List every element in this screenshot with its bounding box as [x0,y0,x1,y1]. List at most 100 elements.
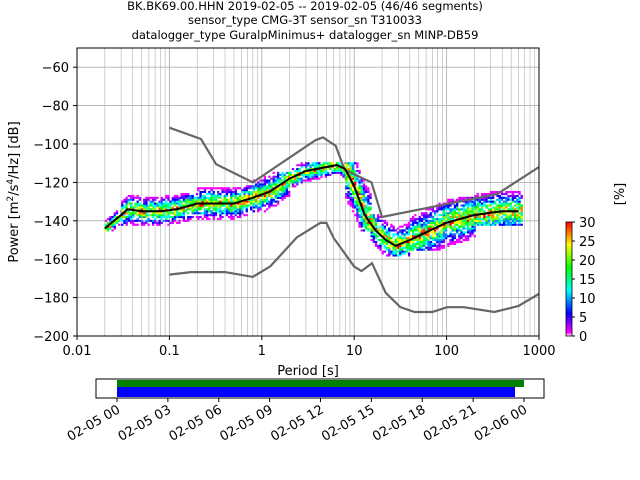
density-cell [203,198,207,201]
density-cell [340,168,343,171]
density-cell [509,206,512,209]
density-cell [324,169,328,172]
density-cell [111,229,114,232]
density-cell [396,254,400,257]
density-cell [318,164,321,167]
density-cell [464,223,468,226]
density-cell [345,177,348,180]
density-cell [494,200,497,203]
density-cell [464,214,468,217]
density-cell [345,166,348,169]
density-cell [134,202,137,205]
density-cell [469,233,472,236]
density-cell [407,233,411,236]
density-cell [388,235,391,238]
density-cell [456,239,459,242]
density-cell [440,208,443,211]
density-cell [322,162,325,165]
density-cell [481,221,484,224]
density-cell [349,169,352,172]
density-cell [184,204,188,207]
density-cell [365,212,368,215]
density-cell [403,246,406,249]
density-cell [201,217,204,220]
density-cell [365,198,368,201]
density-cell [436,244,439,247]
density-cell [394,229,397,232]
density-cell [416,241,419,244]
density-cell [449,242,452,245]
density-cell [221,187,224,190]
density-cell [394,233,397,236]
density-cell [407,242,411,245]
density-cell [132,206,135,209]
density-cell [255,183,258,186]
density-cell [436,237,439,240]
density-cell [316,166,319,169]
density-cell [385,237,389,240]
density-cell [481,206,484,209]
density-cell [212,193,215,196]
density-cell [362,194,366,197]
density-cell [462,212,465,215]
density-cell [230,208,233,211]
density-cell [440,235,443,238]
density-cell [160,217,163,220]
density-cell [239,193,242,196]
density-cell [381,229,384,232]
density-cell [132,210,135,213]
density-cell [351,166,355,169]
density-cell [261,198,264,201]
density-cell [283,196,286,199]
density-cell [241,206,244,209]
density-cell [257,206,260,209]
density-cell [182,198,185,201]
density-cell [125,216,128,219]
density-cell [113,216,116,219]
density-cell [191,196,194,199]
density-cell [356,196,359,199]
density-cell [270,193,273,196]
density-cell [377,217,380,220]
density-cell [514,191,517,194]
density-cell [356,202,359,205]
density-cell [217,194,220,197]
density-cell [189,196,192,199]
density-cell [288,191,291,194]
density-cell [449,225,452,228]
density-cell [277,202,280,205]
density-cell [217,193,220,196]
density-cell [425,227,428,230]
density-cell [214,198,218,201]
density-cell [354,191,357,194]
density-cell [485,198,488,201]
density-cell [247,187,251,190]
density-cell [496,214,499,217]
density-cell [467,227,470,230]
density-cell [385,233,389,236]
density-cell [370,229,373,232]
density-cell [425,239,428,242]
density-cell [458,210,461,213]
density-cell [342,169,345,172]
density-cell [420,241,424,244]
density-cell [316,177,319,180]
density-cell [377,229,380,232]
density-cell [111,217,114,220]
density-cell [476,204,479,207]
density-cell [431,244,435,247]
density-cell [401,229,404,232]
density-cell [184,208,188,211]
density-cell [147,219,150,222]
density-cell [236,196,240,199]
density-cell [362,223,366,226]
density-cell [367,202,370,205]
density-cell [370,233,373,236]
density-cell [234,198,237,201]
density-cell [259,202,262,205]
density-cell [291,181,295,184]
density-cell [516,194,519,197]
density-cell [405,233,408,236]
density-cell [425,217,428,220]
density-cell [136,204,139,207]
